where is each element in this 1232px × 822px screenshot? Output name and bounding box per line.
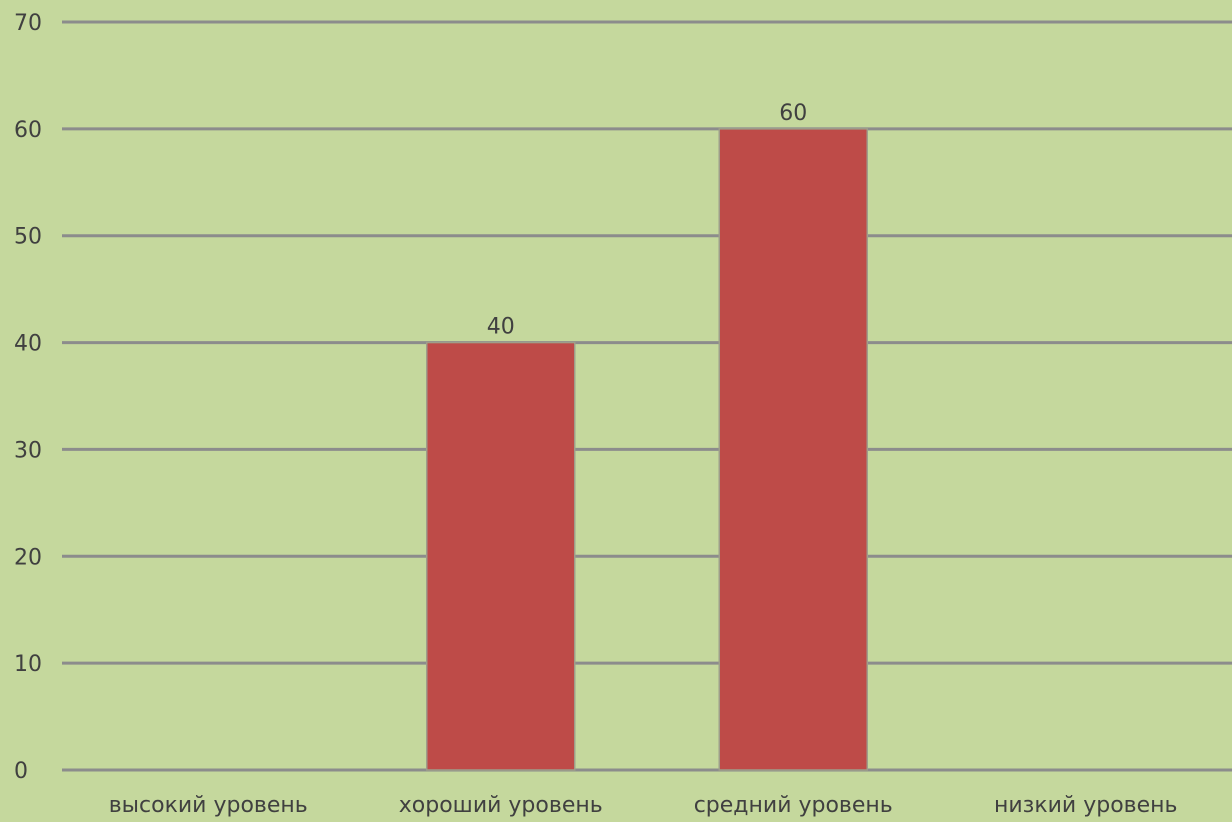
y-tick-label: 10 xyxy=(14,652,42,677)
y-tick-label: 30 xyxy=(14,438,42,463)
bars xyxy=(426,128,868,771)
data-label: 40 xyxy=(487,315,515,340)
x-category-label: средний уровень xyxy=(694,793,893,818)
y-tick-label: 60 xyxy=(14,118,42,143)
y-axis-ticks: 0 10 20 30 40 50 60 70 xyxy=(14,11,42,784)
y-tick-label: 20 xyxy=(14,545,42,570)
y-tick-label: 0 xyxy=(14,759,28,784)
bar-3 xyxy=(718,128,868,771)
bar-2 xyxy=(426,341,576,771)
y-tick-label: 40 xyxy=(14,332,42,357)
data-labels: 40 60 xyxy=(487,101,808,340)
y-tick-label: 70 xyxy=(14,11,42,36)
x-category-label: низкий уровень xyxy=(994,793,1178,818)
x-category-label: высокий уровень xyxy=(109,793,308,818)
gridlines xyxy=(62,20,1232,772)
y-tick-label: 50 xyxy=(14,225,42,250)
x-axis-categories: высокий уровень хороший уровень средний ур… xyxy=(109,793,1178,818)
x-category-label: хороший уровень xyxy=(399,793,603,818)
data-label: 60 xyxy=(779,101,807,126)
